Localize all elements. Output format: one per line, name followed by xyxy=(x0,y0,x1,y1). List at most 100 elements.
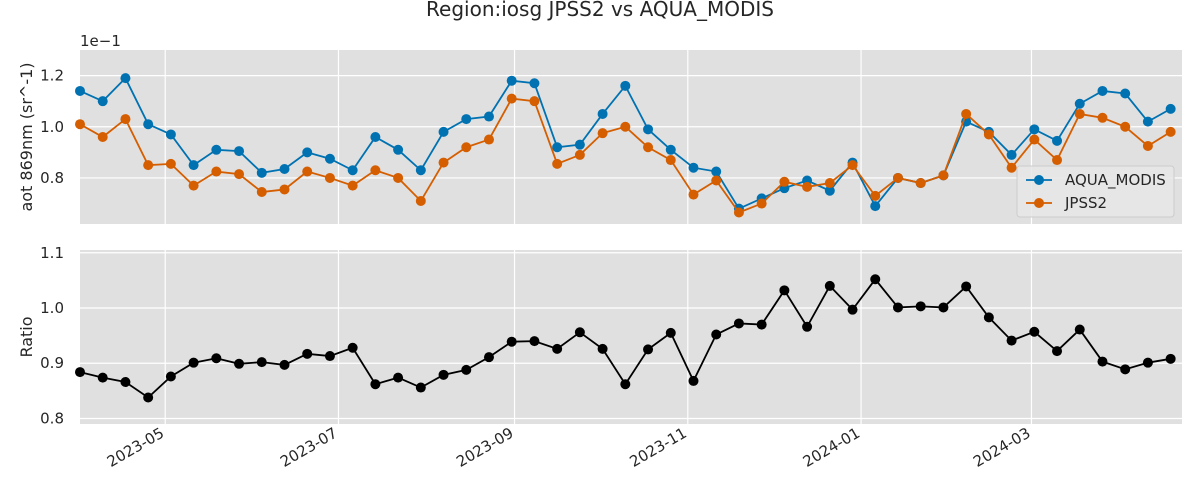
bottom-point-ratio xyxy=(711,329,722,340)
bottom-point-ratio xyxy=(347,342,358,353)
top-point-jpss2 xyxy=(461,142,472,153)
top-point-aqua-modis xyxy=(665,144,676,155)
bottom-point-ratio xyxy=(1006,335,1017,346)
top-point-aqua-modis xyxy=(165,129,176,140)
top-point-aqua-modis xyxy=(643,124,654,135)
top-point-jpss2 xyxy=(370,165,381,176)
top-point-aqua-modis xyxy=(393,144,404,155)
top-point-jpss2 xyxy=(415,195,426,206)
top-point-jpss2 xyxy=(870,190,881,201)
top-point-jpss2 xyxy=(1120,121,1131,132)
top-point-aqua-modis xyxy=(1029,124,1040,135)
top-y-axis-label: aot 869nm (sr^-1) xyxy=(17,62,36,211)
bottom-point-ratio xyxy=(983,312,994,323)
top-point-jpss2 xyxy=(938,170,949,181)
top-point-jpss2 xyxy=(393,172,404,183)
bottom-point-ratio xyxy=(529,336,540,347)
top-point-jpss2 xyxy=(188,180,199,191)
legend-label-jpss2: JPSS2 xyxy=(1064,194,1107,212)
bottom-point-ratio xyxy=(1165,353,1176,364)
bottom-point-ratio xyxy=(438,369,449,380)
top-point-aqua-modis xyxy=(75,85,85,96)
legend-marker-jpss2 xyxy=(1034,198,1044,208)
bottom-point-ratio xyxy=(97,372,108,383)
top-point-jpss2 xyxy=(847,160,858,171)
top-point-aqua-modis xyxy=(188,160,199,171)
bottom-point-ratio xyxy=(324,351,335,362)
top-point-aqua-modis xyxy=(1142,116,1153,127)
top-point-jpss2 xyxy=(529,96,540,107)
top-point-aqua-modis xyxy=(552,142,563,153)
top-point-aqua-modis xyxy=(370,132,381,142)
bottom-point-ratio xyxy=(120,377,131,388)
top-point-jpss2 xyxy=(597,128,608,139)
top-point-aqua-modis xyxy=(597,108,608,119)
legend-label-aqua-modis: AQUA_MODIS xyxy=(1065,171,1166,190)
top-point-jpss2 xyxy=(211,166,222,177)
top-point-aqua-modis xyxy=(529,78,540,89)
bottom-point-ratio xyxy=(211,353,222,364)
top-point-jpss2 xyxy=(688,189,699,200)
bottom-ytick-label: 1.0 xyxy=(40,299,64,317)
bottom-point-ratio xyxy=(779,285,790,296)
bottom-point-ratio xyxy=(824,280,835,291)
top-point-jpss2 xyxy=(324,172,335,183)
bottom-point-ratio xyxy=(279,359,290,370)
bottom-point-ratio xyxy=(574,327,585,338)
bottom-point-ratio xyxy=(802,321,813,332)
top-point-jpss2 xyxy=(1165,126,1176,137)
x-tick-label: 2023-07 xyxy=(277,424,340,471)
top-point-aqua-modis xyxy=(97,96,108,107)
bottom-point-ratio xyxy=(1029,326,1040,337)
bottom-point-ratio xyxy=(643,344,654,355)
top-point-jpss2 xyxy=(1052,155,1063,166)
top-point-jpss2 xyxy=(1029,134,1040,145)
bottom-point-ratio xyxy=(756,319,767,330)
bottom-ytick-label: 0.8 xyxy=(40,409,64,427)
bottom-point-ratio xyxy=(938,302,949,313)
top-point-jpss2 xyxy=(574,149,585,160)
top-point-jpss2 xyxy=(75,119,85,130)
legend-marker-aqua-modis xyxy=(1034,175,1044,185)
top-point-aqua-modis xyxy=(506,75,517,86)
top-point-aqua-modis xyxy=(483,111,494,122)
top-point-jpss2 xyxy=(279,184,290,195)
top-y-axis-offset: 1e−1 xyxy=(80,32,121,50)
bottom-ytick-label: 1.1 xyxy=(40,244,64,262)
bottom-point-ratio xyxy=(688,375,699,386)
x-tick-label: 2023-11 xyxy=(627,424,690,471)
top-point-jpss2 xyxy=(620,121,631,132)
bottom-point-ratio xyxy=(415,382,426,393)
top-point-jpss2 xyxy=(165,158,176,169)
top-point-jpss2 xyxy=(234,169,245,180)
top-point-jpss2 xyxy=(552,158,563,169)
top-point-jpss2 xyxy=(983,129,994,140)
top-point-jpss2 xyxy=(643,142,654,153)
top-point-aqua-modis xyxy=(324,153,335,164)
top-point-jpss2 xyxy=(961,108,972,119)
top-ytick-label: 1.0 xyxy=(40,118,64,136)
top-point-jpss2 xyxy=(1097,112,1108,123)
top-point-jpss2 xyxy=(779,176,790,187)
top-point-aqua-modis xyxy=(870,201,881,212)
top-point-aqua-modis xyxy=(143,119,154,130)
top-point-jpss2 xyxy=(347,180,358,191)
bottom-point-ratio xyxy=(234,358,245,369)
top-point-jpss2 xyxy=(438,157,449,168)
bottom-point-ratio xyxy=(393,372,404,383)
top-point-jpss2 xyxy=(1142,140,1153,151)
top-point-jpss2 xyxy=(1006,162,1017,173)
top-point-aqua-modis xyxy=(1052,135,1063,146)
top-panel: 0.8 1.0 1.2 1e−1 aot 869nm (sr^-1) AQUA_MO… xyxy=(17,32,1182,224)
top-point-aqua-modis xyxy=(1165,103,1176,114)
bottom-point-ratio xyxy=(1120,364,1131,375)
top-point-aqua-modis xyxy=(415,165,426,176)
top-point-aqua-modis xyxy=(620,80,631,91)
top-point-jpss2 xyxy=(802,181,813,192)
top-point-aqua-modis xyxy=(234,146,245,157)
top-point-jpss2 xyxy=(483,134,494,145)
top-ytick-label: 1.2 xyxy=(40,67,64,85)
legend-box xyxy=(1016,165,1175,218)
bottom-point-ratio xyxy=(847,304,858,315)
